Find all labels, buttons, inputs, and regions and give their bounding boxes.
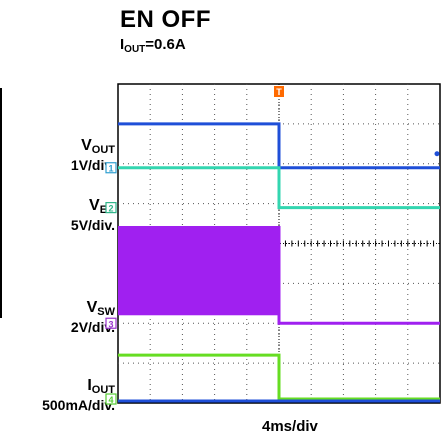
trigger-marker: T [274, 86, 284, 97]
label-vsw-scale: 2V/div. [70, 319, 115, 335]
label-vsw: VSW 2V/div. [70, 299, 115, 335]
marker-label: 4 [108, 395, 113, 405]
trace-iout [118, 353, 440, 401]
label-vout: VOUT 1V/div. [70, 137, 115, 173]
trigger-label: T [276, 87, 282, 97]
chart-title: EN OFF [120, 6, 211, 33]
label-iout-scale: 500mA/div. [42, 397, 115, 413]
marker-box [105, 202, 117, 214]
vsw-switching-band [118, 227, 279, 316]
channel-marker-iout: 4 [105, 393, 117, 405]
channel-marker-vout: 1 [105, 162, 117, 174]
marker-label: 1 [108, 164, 113, 174]
plot-traces [118, 122, 440, 403]
marker-label: 2 [108, 204, 113, 214]
trigger-box [274, 86, 284, 97]
label-vout-scale: 1V/div. [70, 157, 115, 173]
marker-box [105, 393, 117, 405]
channel-markers: 1 2 3 4 T [105, 86, 440, 405]
trace-vout [118, 122, 440, 170]
trace-vsw [118, 226, 440, 325]
marker-box [105, 162, 117, 174]
trace-ven [118, 166, 440, 210]
x-axis-label: 4ms/div [262, 418, 318, 435]
marker-label: 3 [108, 319, 113, 329]
channel-marker-vsw: 3 [105, 317, 117, 329]
marker-box [105, 317, 117, 329]
left-edge-bar [0, 88, 2, 318]
channel-marker-ven: 2 [105, 202, 117, 214]
right-edge-marker [434, 151, 440, 157]
label-iout: IOUT 500mA/div. [42, 377, 115, 413]
chart-subtitle: IOUT=0.6A [120, 36, 186, 55]
label-ven-scale: 5V/div. [70, 217, 115, 233]
